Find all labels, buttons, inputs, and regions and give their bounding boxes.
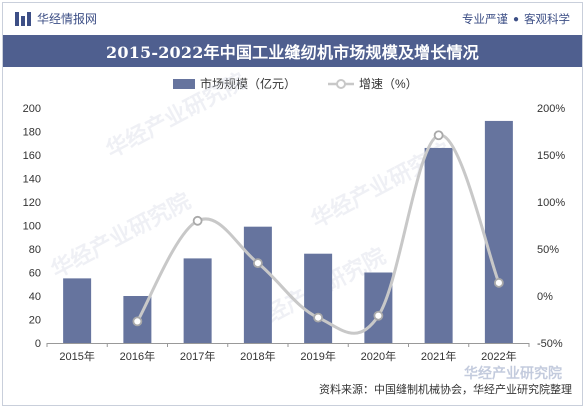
y-right-tick-label: 0% [537,291,553,303]
bottom-watermark: 华经产业研究院 [464,365,562,381]
brand: 华经情报网 [15,10,97,27]
x-tick-label: 2017年 [180,349,215,363]
x-tick-label: 2018年 [240,349,275,363]
legend-line-swatch-icon [328,78,354,89]
brand-name: 华经情报网 [37,12,98,26]
y-left-tick-label: 80 [29,244,41,256]
bar [304,253,333,343]
y-left-tick-label: 20 [29,315,41,327]
y-right-tick-label: 100% [537,197,565,209]
bar [183,258,212,343]
growth-point [252,258,263,269]
y-left-tick-label: 120 [23,197,41,209]
x-tick-label: 2020年 [361,349,396,363]
growth-point [433,130,444,141]
legend-bar-swatch [173,78,195,89]
x-tick-label: 2021年 [421,349,456,363]
bar [424,147,453,343]
legend-item-line: 增速（%） [328,75,418,92]
y-left-tick-label: 160 [23,150,41,162]
y-left-tick-label: 200 [23,103,41,115]
bar [63,278,92,343]
legend: 市场规模（亿元） 增速（%） [3,75,582,93]
y-right-tick-label: 50% [537,244,559,256]
y-right-tick-label: 150% [537,150,565,162]
legend-item-bar: 市场规模（亿元） [173,75,296,92]
x-tick-label: 2019年 [300,349,335,363]
y-left-tick-label: 0 [35,338,41,350]
brand-logo-icon [15,11,31,26]
slogan-left: 专业严谨 [461,14,508,26]
y-left-tick-label: 100 [23,221,41,233]
source-note: 资料来源：中国缝制机械协会，华经产业研究院整理 [319,384,572,396]
y-left-tick-label: 40 [29,291,41,303]
chart-title: 2015-2022年中国工业缝纫机市场规模及增长情况 [3,35,582,67]
y-left-tick-label: 60 [29,268,41,280]
top-bar: 华经情报网 专业严谨 ● 客观科学 [3,3,582,33]
slogan-right: 客观科学 [524,14,570,26]
slogan: 专业严谨 ● 客观科学 [462,11,570,27]
y-right-tick-label: -50% [537,338,563,350]
bar [243,226,272,343]
x-tick-label: 2016年 [120,349,155,363]
y-left-tick-label: 140 [23,174,41,186]
x-tick-label: 2015年 [59,349,94,363]
y-right-tick-label: 200% [537,103,565,115]
growth-point [493,277,504,288]
growth-point [373,310,384,321]
legend-line-label: 增速（%） [359,77,418,91]
bar [484,120,513,343]
growth-point [313,312,324,323]
dot-separator-icon: ● [512,13,519,25]
bar [364,272,393,343]
y-left-tick-label: 180 [23,127,41,139]
x-tick-label: 2022年 [481,349,516,363]
growth-point [132,316,143,327]
chart-frame: 华经情报网 专业严谨 ● 客观科学 2015-2022年中国工业缝纫机市场规模及… [2,2,583,406]
legend-bar-label: 市场规模（亿元） [200,77,297,91]
growth-point [192,215,203,226]
plot-area: 0 20 40 60 80 100 120 140 160 180 200 -50% 0% 50% 100%… [23,103,566,363]
